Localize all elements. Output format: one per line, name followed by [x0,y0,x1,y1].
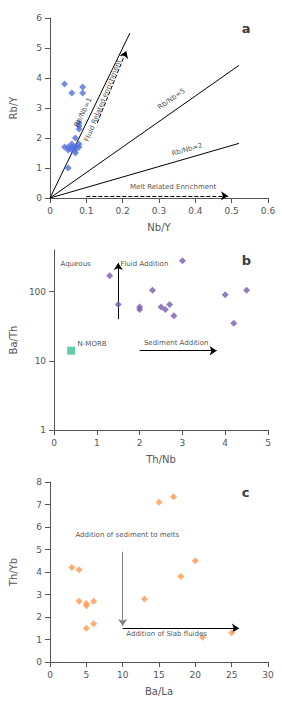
svg-text:Fluid Addition: Fluid Addition [120,260,168,268]
svg-text:7: 7 [36,500,42,510]
svg-text:c: c [242,485,250,500]
svg-text:5: 5 [83,670,89,680]
svg-text:0.2: 0.2 [116,206,130,216]
svg-text:10: 10 [117,670,129,680]
svg-text:100: 100 [29,287,46,297]
svg-text:Addition of sediment to melts: Addition of sediment to melts [75,531,179,539]
svg-text:1: 1 [36,163,42,173]
svg-text:Rb/Y: Rb/Y [8,96,19,120]
svg-text:Rb/Nb=5: Rb/Nb=5 [156,87,187,112]
svg-text:2: 2 [137,438,143,448]
svg-text:0: 0 [47,206,53,216]
svg-text:20: 20 [190,670,202,680]
svg-text:Th/Yb: Th/Yb [8,558,19,587]
svg-text:4: 4 [36,567,42,577]
svg-text:2: 2 [36,612,42,622]
svg-text:0.3: 0.3 [152,206,166,216]
svg-text:1: 1 [40,425,46,435]
svg-text:0: 0 [36,193,42,203]
svg-text:0: 0 [36,657,42,667]
svg-text:6: 6 [36,13,42,23]
svg-text:0.4: 0.4 [188,206,203,216]
svg-text:Melt Related Enrichment: Melt Related Enrichment [130,183,217,191]
svg-text:0.5: 0.5 [225,206,239,216]
svg-text:Rb/Nb=2: Rb/Nb=2 [171,141,204,157]
svg-text:25: 25 [226,670,237,680]
svg-text:a: a [242,21,251,36]
svg-text:0.1: 0.1 [79,206,93,216]
svg-text:0: 0 [47,670,53,680]
svg-text:3: 3 [180,438,186,448]
svg-text:Aqueous: Aqueous [60,260,91,268]
svg-text:3: 3 [36,103,42,113]
svg-text:10: 10 [35,356,47,366]
svg-text:Rb/Nb=1: Rb/Nb=1 [72,96,94,129]
svg-text:5: 5 [36,545,42,555]
svg-text:Fluid Related enrichment: Fluid Related enrichment [83,58,123,143]
svg-text:Sediment Addition: Sediment Addition [144,339,209,347]
svg-text:Ba/La: Ba/La [145,686,173,697]
svg-text:5: 5 [265,438,271,448]
svg-text:Ba/Th: Ba/Th [8,326,19,355]
svg-text:b: b [242,253,251,268]
svg-text:4: 4 [222,438,228,448]
svg-text:3: 3 [36,590,42,600]
svg-text:15: 15 [153,670,164,680]
svg-text:6: 6 [36,522,42,532]
svg-text:Addition of Slab fluides: Addition of Slab fluides [126,630,207,638]
svg-text:0: 0 [51,438,57,448]
svg-text:Th/Nb: Th/Nb [145,454,176,465]
svg-text:1: 1 [94,438,100,448]
svg-text:4: 4 [36,73,42,83]
svg-text:5: 5 [36,43,42,53]
svg-text:30: 30 [262,670,274,680]
svg-text:N-MORB: N-MORB [78,340,107,348]
svg-text:1: 1 [36,635,42,645]
svg-text:Nb/Y: Nb/Y [147,222,171,233]
svg-text:2: 2 [36,133,42,143]
svg-text:8: 8 [36,477,42,487]
svg-text:0.6: 0.6 [261,206,276,216]
